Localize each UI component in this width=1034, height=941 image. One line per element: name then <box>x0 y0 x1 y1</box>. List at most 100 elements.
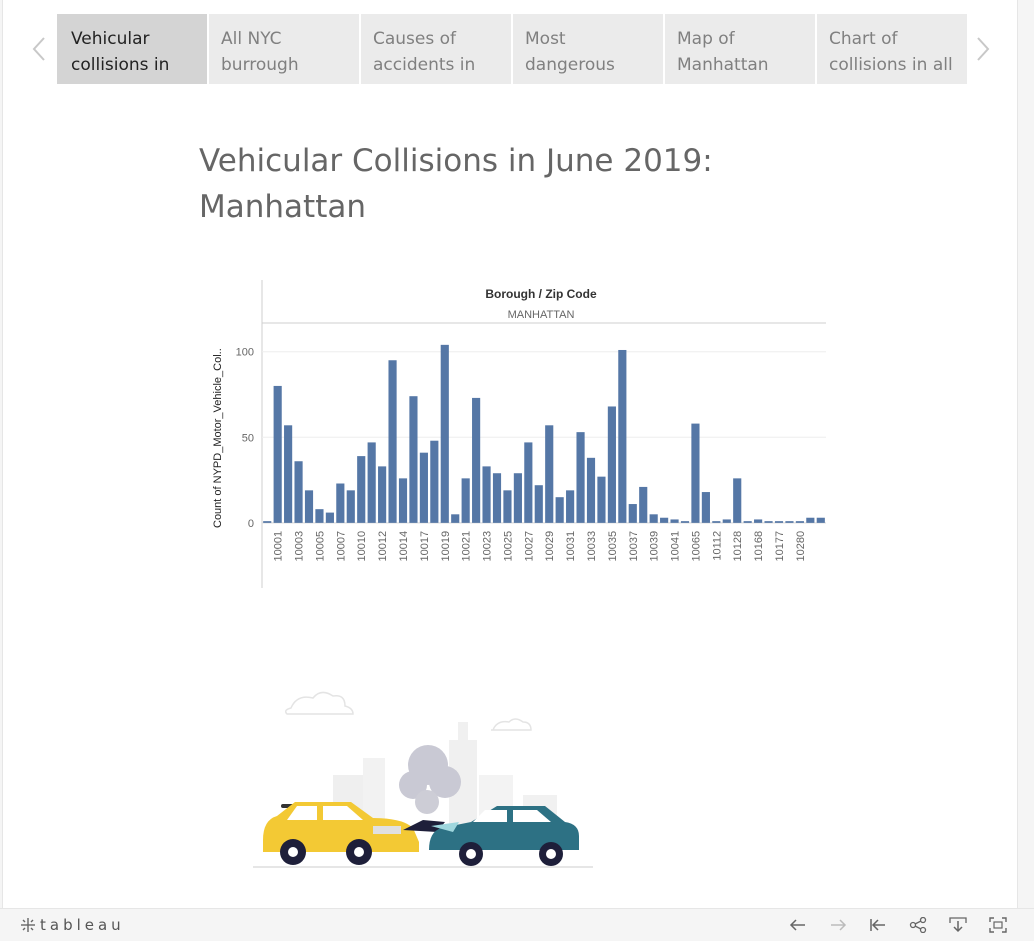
bar <box>325 512 334 523</box>
x-tick-label: 10128 <box>732 531 744 562</box>
bar <box>774 521 784 523</box>
bar <box>566 490 575 523</box>
x-tick-label: 10023 <box>482 531 494 562</box>
story-tab-label: Most dangerous <box>525 29 615 75</box>
story-frame: Vehicular collisions in All NYC burrough… <box>2 0 1018 908</box>
x-tick-label: 10017 <box>419 531 431 562</box>
bar <box>628 504 637 523</box>
bar <box>357 456 366 523</box>
chevron-right-icon <box>977 37 990 61</box>
tableau-brand[interactable]: tableau <box>20 913 125 937</box>
bar <box>597 476 606 523</box>
revert-button[interactable] <box>866 913 890 937</box>
bar <box>785 521 794 523</box>
bar <box>670 519 679 523</box>
y-axis-label: Count of NYPD_Motor_Vehicle_Col.. <box>212 348 224 528</box>
bar <box>430 440 439 523</box>
bar <box>440 344 449 523</box>
bar <box>722 519 731 523</box>
story-tab-label: Vehicular collisions in <box>71 29 170 75</box>
x-tick-label: 10033 <box>586 531 598 562</box>
x-tick-label: 10025 <box>502 531 514 562</box>
next-story-point-button[interactable] <box>971 34 995 64</box>
bar <box>618 349 627 523</box>
bar <box>691 423 700 523</box>
bar <box>586 457 596 523</box>
download-icon <box>949 917 967 933</box>
fullscreen-icon <box>989 917 1007 933</box>
chart-axes: 0 50 100 <box>236 280 826 588</box>
bar <box>419 452 428 523</box>
x-tick-label: 10027 <box>523 531 535 562</box>
story-tab-label: Causes of accidents in <box>373 29 476 75</box>
bar <box>263 521 272 523</box>
x-tick-label: 10003 <box>294 531 306 562</box>
story-tab[interactable]: Chart of collisions in all <box>817 14 967 84</box>
bar <box>639 486 648 523</box>
bar <box>795 521 804 523</box>
bar <box>576 432 585 523</box>
chart-header-title: Borough / Zip Code <box>485 287 597 301</box>
bar <box>733 478 742 523</box>
download-button[interactable] <box>946 913 970 937</box>
bar <box>680 521 690 523</box>
arrow-right-icon <box>831 919 847 931</box>
bar <box>451 514 460 523</box>
bar <box>336 483 345 523</box>
x-tick-label: 10010 <box>356 531 368 562</box>
bar <box>806 517 815 523</box>
x-tick-label: 10001 <box>273 531 285 562</box>
bar <box>712 521 721 523</box>
bar <box>754 519 763 523</box>
bar <box>701 492 710 523</box>
bar <box>294 461 303 523</box>
x-tick-label: 10029 <box>544 531 556 562</box>
arrow-left-icon <box>789 919 805 931</box>
undo-button[interactable] <box>786 913 810 937</box>
tableau-logo-icon <box>21 918 35 932</box>
x-tick-label: 10019 <box>440 531 452 562</box>
bar <box>388 360 397 523</box>
fullscreen-button[interactable] <box>986 913 1010 937</box>
chart-header-group: MANHATTAN <box>508 309 575 321</box>
bar <box>545 425 554 523</box>
bar <box>816 517 825 523</box>
redo-button[interactable] <box>826 913 850 937</box>
previous-story-point-button[interactable] <box>27 34 51 64</box>
chart-bars <box>263 344 825 523</box>
x-tick-label: 10035 <box>607 531 619 562</box>
story-tab[interactable]: Map of Manhattan <box>665 14 815 84</box>
y-tick-label: 0 <box>248 518 254 530</box>
x-tick-label: 10168 <box>753 531 765 562</box>
bar-chart: Borough / Zip Code MANHATTAN 0 50 100 1000… <box>212 280 826 588</box>
x-tick-label: 10041 <box>670 531 682 562</box>
bar <box>649 514 658 523</box>
share-button[interactable] <box>906 913 930 937</box>
chart-tick-labels: 10001 10003 10005 10007 10010 10012 10014 10017… <box>273 531 807 562</box>
bar <box>398 478 408 523</box>
x-tick-label: 10007 <box>335 531 347 562</box>
bar <box>315 509 324 523</box>
bar <box>555 497 564 523</box>
car-crash-illustration <box>253 691 593 868</box>
story-tab[interactable]: Vehicular collisions in <box>57 14 207 84</box>
revert-icon <box>870 919 885 931</box>
story-tab[interactable]: Causes of accidents in <box>361 14 511 84</box>
x-tick-label: 10177 <box>774 531 786 562</box>
bar <box>743 521 752 523</box>
bar <box>284 425 293 523</box>
bar <box>764 521 773 523</box>
share-icon <box>909 917 927 933</box>
bar <box>534 485 543 523</box>
x-tick-label: 10021 <box>461 531 473 562</box>
story-tab[interactable]: All NYC burrough data, <box>209 14 359 84</box>
bar <box>409 396 418 523</box>
bar <box>461 478 470 523</box>
story-tab[interactable]: Most dangerous <box>513 14 663 84</box>
chevron-left-icon <box>32 37 45 61</box>
bar <box>304 490 314 523</box>
bar <box>273 385 282 523</box>
bar <box>367 442 376 523</box>
page-title: Vehicular Collisions in June 2019: Manha… <box>199 143 713 225</box>
bar <box>607 406 616 523</box>
